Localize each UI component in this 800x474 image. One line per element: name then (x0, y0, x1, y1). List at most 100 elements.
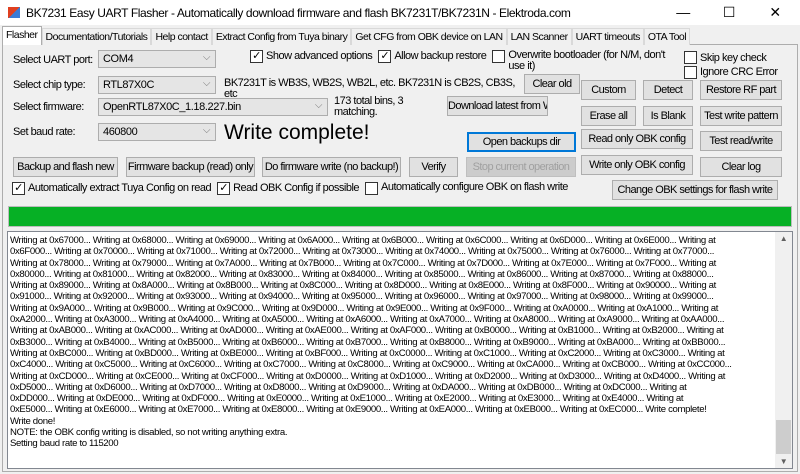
detect-button[interactable]: Detect (643, 80, 693, 100)
test-read-write-button[interactable]: Test read/write (700, 131, 782, 151)
log-line: Writing at 0x89000... Writing at 0x8A000… (10, 280, 716, 292)
uart-port-value: COM4 (103, 53, 134, 65)
tab-extract-config[interactable]: Extract Config from Tuya binary (211, 28, 352, 45)
overwrite-bootloader-label: Overwrite bootloader (for N/M, don't use… (508, 49, 665, 72)
baud-rate-select[interactable]: 460800 ⌵ (98, 123, 216, 141)
scroll-up-icon[interactable]: ▲ (779, 234, 788, 243)
scroll-thumb[interactable] (776, 420, 791, 454)
firmware-select[interactable]: OpenRTL87X0C_1.18.227.bin ⌵ (98, 98, 328, 116)
verify-button[interactable]: Verify (409, 157, 458, 177)
log-line: 0xC4000... Writing at 0xC5000... Writing… (10, 359, 732, 371)
baud-rate-label: Set baud rate: (13, 126, 76, 138)
tab-documentation[interactable]: Documentation/Tutorials (41, 28, 152, 45)
chip-hint: BK7231T is WB3S, WB2S, WB2L, etc. BK7231… (224, 77, 515, 100)
log-scrollbar[interactable]: ▲ ▼ (775, 232, 792, 468)
advanced-options-row: ✓ Show advanced options ✓ Allow backup res… (250, 50, 680, 72)
change-obk-settings-button[interactable]: Change OBK settings for flash write (612, 180, 778, 200)
open-backups-button[interactable]: Open backups dir (467, 132, 576, 152)
ignore-crc-label: Ignore CRC Error (700, 66, 778, 78)
log-line: 0xDD000... Writing at 0xDE000... Writing… (10, 393, 684, 405)
title-bar (0, 0, 800, 25)
tab-lan-scanner[interactable]: LAN Scanner (506, 28, 572, 45)
skip-key-check-checkbox[interactable] (684, 51, 697, 64)
log-line: 0xA2000... Writing at 0xA3000... Writing… (10, 314, 725, 326)
tab-get-cfg[interactable]: Get CFG from OBK device on LAN (351, 28, 507, 45)
test-write-pattern-button[interactable]: Test write pattern (700, 106, 782, 126)
tab-ota-tool[interactable]: OTA Tool (643, 28, 691, 45)
log-line: 0xE5000... Writing at 0xE6000... Writing… (10, 404, 707, 416)
baud-rate-value: 460800 (103, 126, 138, 138)
show-advanced-label: Show advanced options (266, 50, 373, 62)
log-line: 0x91000... Writing at 0x92000... Writing… (10, 291, 714, 303)
download-latest-button[interactable]: Download latest from Web (447, 96, 548, 116)
auto-configure-obk-label: Automatically configure OBK on flash wri… (381, 181, 568, 193)
scroll-down-icon[interactable]: ▼ (779, 457, 788, 466)
log-line: 0x6F000... Writing at 0x70000... Writing… (10, 246, 715, 258)
progress-bar (8, 206, 792, 227)
allow-backup-restore-label: Allow backup restore (394, 50, 487, 62)
firmware-label: Select firmware: (13, 101, 84, 113)
log-line: Writing at 0x9A000... Writing at 0x9B000… (10, 302, 719, 314)
tab-uart-timeouts[interactable]: UART timeouts (571, 28, 644, 45)
write-obk-config-button[interactable]: Write only OBK config (581, 155, 693, 175)
is-blank-button[interactable]: Is Blank (643, 106, 693, 126)
chevron-down-icon: ⌵ (202, 78, 211, 89)
log-line: Writing at 0xCD000... Writing at 0xCE000… (10, 370, 726, 382)
tab-bar: Flasher Documentation/Tutorials Help con… (2, 26, 691, 45)
log-line: 0xD5000... Writing at 0xD6000... Writing… (10, 381, 687, 393)
chip-type-label: Select chip type: (13, 79, 86, 91)
firmware-value: OpenRTL87X0C_1.18.227.bin (103, 101, 241, 113)
auto-extract-tuya-label: Automatically extract Tuya Config on rea… (28, 182, 212, 194)
log-text: Writing at 0x67000... Writing at 0x68000… (10, 235, 774, 450)
overwrite-bootloader-option[interactable]: Overwrite bootloader (for N/M, don't use… (492, 50, 674, 72)
chevron-down-icon: ⌵ (202, 52, 211, 63)
log-line: Writing at 0xAB000... Writing at 0xAC000… (10, 325, 724, 337)
firmware-backup-button[interactable]: Firmware backup (read) only (126, 157, 255, 177)
allow-backup-restore-checkbox[interactable]: ✓ (378, 50, 392, 63)
bins-info: 173 total bins, 3 matching. (334, 95, 404, 118)
chevron-down-icon: ⌵ (314, 100, 323, 111)
backup-and-flash-button[interactable]: Backup and flash new (13, 157, 118, 177)
close-button[interactable]: ✕ (769, 4, 781, 20)
tab-flasher[interactable]: Flasher (2, 26, 42, 45)
progress-fill (9, 207, 791, 226)
firmware-write-button[interactable]: Do firmware write (no backup!) (262, 157, 401, 177)
overwrite-bootloader-checkbox[interactable] (492, 50, 506, 63)
skip-key-check-label: Skip key check (700, 52, 767, 64)
custom-button[interactable]: Custom (581, 80, 636, 100)
ignore-crc-checkbox[interactable] (684, 66, 697, 79)
read-options-row: ✓ Automatically extract Tuya Config on re… (12, 182, 606, 195)
auto-extract-tuya-checkbox[interactable]: ✓ (12, 182, 25, 195)
auto-configure-obk-option[interactable]: Automatically configure OBK on flash wri… (365, 182, 600, 195)
log-line: 0x80000... Writing at 0x81000... Writing… (10, 268, 714, 280)
chip-type-value: RTL87X0C (103, 79, 155, 91)
auto-configure-obk-checkbox[interactable] (365, 182, 379, 195)
maximize-button[interactable]: ☐ (722, 4, 736, 20)
chevron-down-icon: ⌵ (202, 125, 211, 136)
auto-extract-tuya-option[interactable]: ✓ Automatically extract Tuya Config on re… (12, 182, 212, 195)
read-obk-config-option[interactable]: ✓ Read OBK Config if possible (217, 182, 360, 195)
status-text: Write complete! (224, 121, 370, 144)
read-obk-config-checkbox[interactable]: ✓ (217, 182, 231, 195)
log-line: Writing at 0x78000... Writing at 0x79000… (10, 257, 716, 269)
allow-backup-restore-option[interactable]: ✓ Allow backup restore (378, 50, 487, 63)
read-obk-config-button[interactable]: Read only OBK config (581, 129, 693, 149)
log-line: Writing at 0xBC000... Writing at 0xBD000… (10, 347, 725, 359)
minimize-button[interactable]: — (676, 4, 690, 20)
log-line: Writing at 0x67000... Writing at 0x68000… (10, 235, 716, 246)
window-title: BK7231 Easy UART Flasher - Automatically… (26, 6, 571, 20)
tab-help-contact[interactable]: Help contact (151, 28, 212, 45)
clear-old-button[interactable]: Clear old (524, 74, 580, 94)
uart-port-select[interactable]: COM4 ⌵ (98, 50, 216, 68)
log-line: 0xB3000... Writing at 0xB4000... Writing… (10, 336, 726, 348)
log-line: Setting baud rate to 115200 (10, 438, 119, 450)
erase-all-button[interactable]: Erase all (581, 106, 636, 126)
show-advanced-option[interactable]: ✓ Show advanced options (250, 50, 373, 63)
uart-port-label: Select UART port: (13, 54, 93, 66)
restore-rf-button[interactable]: Restore RF part (700, 80, 782, 100)
chip-type-select[interactable]: RTL87X0C ⌵ (98, 76, 216, 94)
log-line: NOTE: the OBK config writing is disabled… (10, 427, 288, 439)
clear-log-button[interactable]: Clear log (700, 157, 782, 177)
show-advanced-checkbox[interactable]: ✓ (250, 50, 263, 63)
log-textbox[interactable]: Writing at 0x67000... Writing at 0x68000… (7, 231, 793, 469)
